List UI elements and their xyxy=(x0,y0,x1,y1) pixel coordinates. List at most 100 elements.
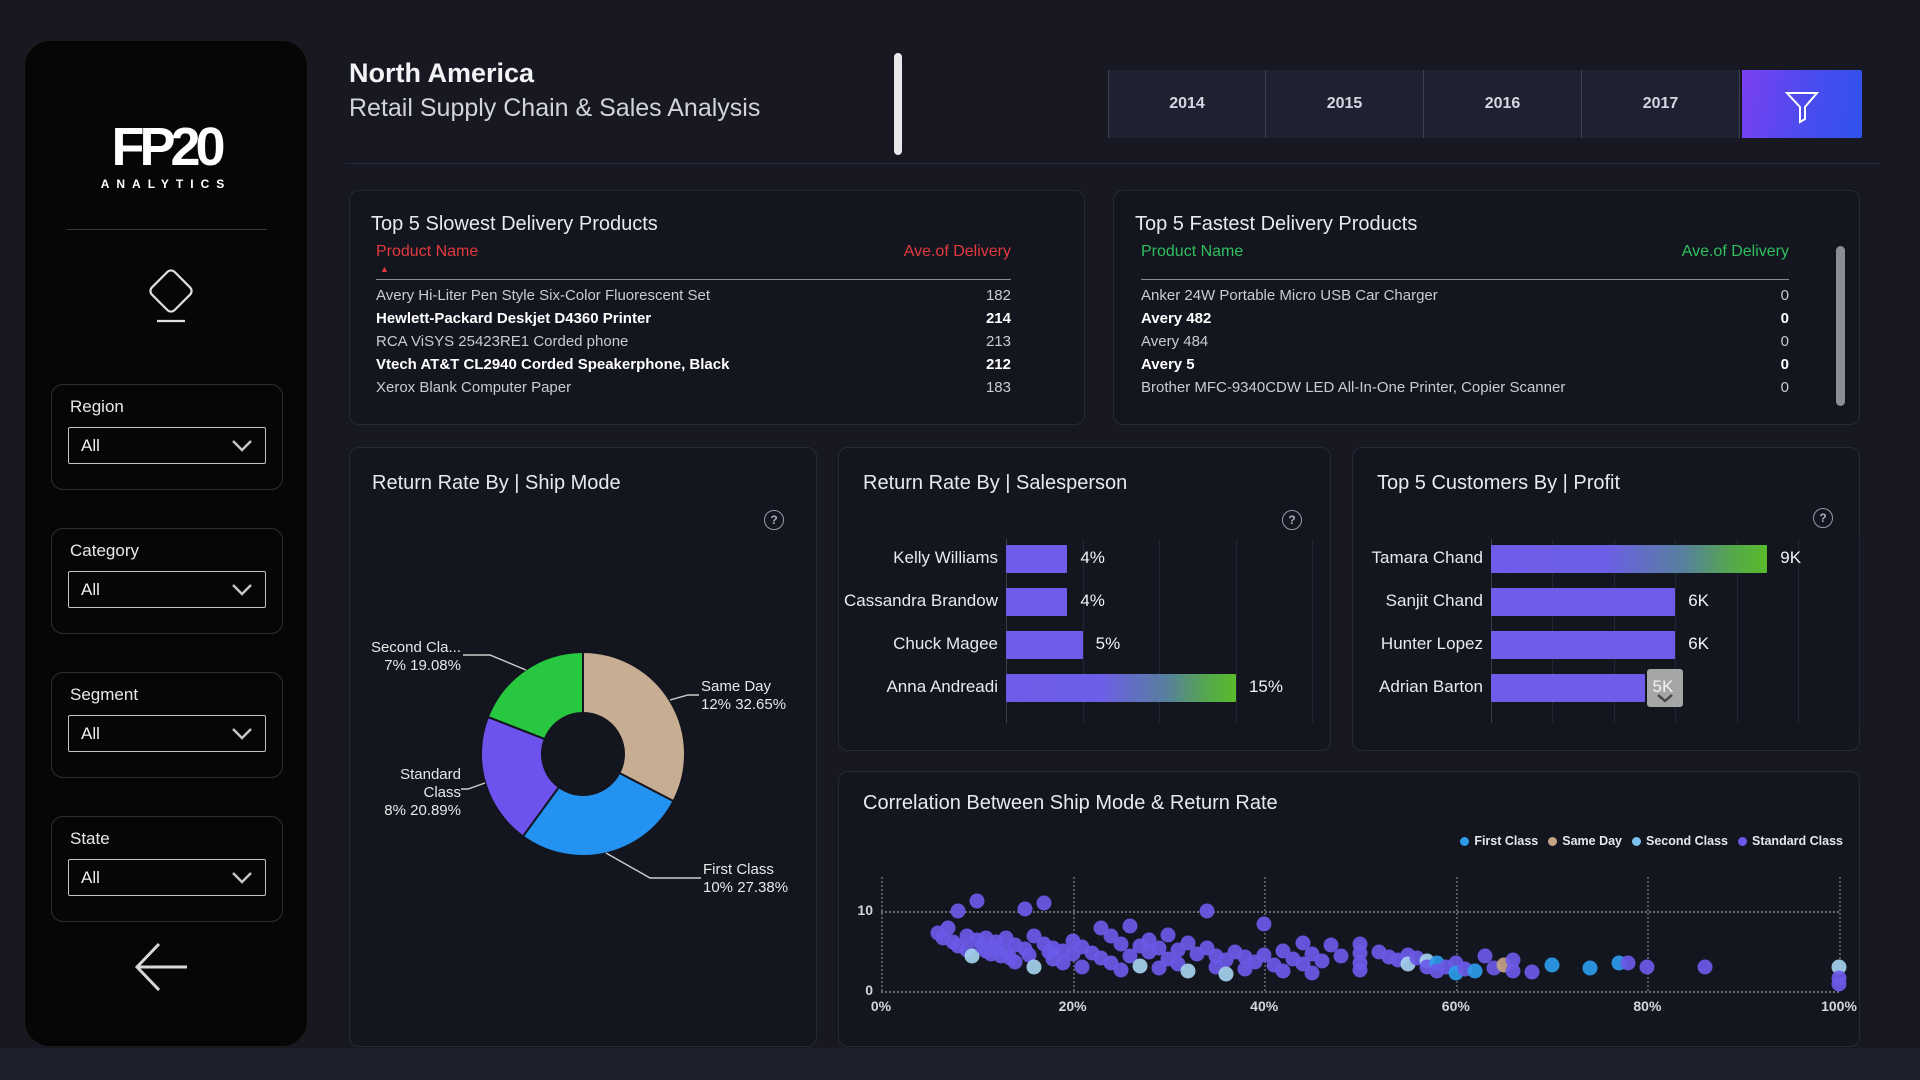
scatter-point xyxy=(1151,960,1167,976)
scatter-point xyxy=(1074,959,1090,975)
bar-adrian-barton[interactable] xyxy=(1491,674,1645,702)
legend-item-sameday[interactable]: Same Day xyxy=(1548,834,1622,848)
bar-tamara-chand[interactable] xyxy=(1491,545,1768,573)
bar-cassandra-brandow[interactable] xyxy=(1006,588,1068,616)
help-icon[interactable]: ? xyxy=(1813,508,1833,528)
slicer-value: All xyxy=(81,435,100,455)
product-name-cell: Hewlett-Packard Deskjet D4360 Printer xyxy=(376,310,652,327)
help-icon[interactable]: ? xyxy=(1282,510,1302,530)
year-button-2014[interactable]: 2014 xyxy=(1108,70,1266,138)
bar-anna-andreadi[interactable] xyxy=(1006,674,1236,702)
slicer-dropdown-segment[interactable]: All xyxy=(68,715,266,752)
header-divider xyxy=(345,163,1880,164)
scatter-point xyxy=(1295,935,1311,951)
delivery-value-cell: 182 xyxy=(985,287,1011,304)
scatter-point xyxy=(1256,916,1272,932)
slice-percents: 10% 27.38% xyxy=(703,879,789,896)
bar-hunter-lopez[interactable] xyxy=(1491,631,1676,659)
scatter-point xyxy=(1275,963,1291,979)
scatter-point xyxy=(1639,959,1655,975)
bar-chuck-magee[interactable] xyxy=(1006,631,1083,659)
donut-slice-2[interactable] xyxy=(480,715,561,838)
scatter-point xyxy=(1122,918,1138,934)
gridline xyxy=(1235,539,1237,723)
back-button[interactable] xyxy=(125,936,197,998)
slicer-dropdown-category[interactable]: All xyxy=(68,571,266,608)
slicer-label: Region xyxy=(70,397,124,416)
table-row: Avery 5 0 xyxy=(1141,356,1789,373)
table-header-separator xyxy=(1141,279,1789,280)
product-name-cell: Brother MFC-9340CDW LED All-In-One Print… xyxy=(1141,379,1566,396)
legend-label: Standard Class xyxy=(1751,834,1843,848)
bar-value-label: 9K xyxy=(1780,548,1802,567)
scatter-point xyxy=(1132,958,1148,974)
legend-dot xyxy=(1737,836,1747,846)
slowest-card-title: Top 5 Slowest Delivery Products xyxy=(371,213,658,235)
column-header-value[interactable]: Ave.of Delivery xyxy=(1681,243,1789,260)
slice-name: Standard Class xyxy=(400,766,461,801)
scatter-point xyxy=(1697,959,1713,975)
bar-sanjit-chand[interactable] xyxy=(1491,588,1676,616)
column-header-product[interactable]: Product Name xyxy=(1141,243,1244,260)
year-button-2016[interactable]: 2016 xyxy=(1424,70,1582,138)
slicer-state: State All xyxy=(51,816,283,922)
donut-chart xyxy=(461,650,701,879)
header-accent-bar xyxy=(894,53,902,155)
x-gridline xyxy=(1839,877,1841,991)
bar-category-label: Cassandra Brandow xyxy=(843,591,998,610)
customers-card-title: Top 5 Customers By | Profit xyxy=(1377,472,1621,494)
legend-item-first[interactable]: First Class xyxy=(1460,834,1538,848)
slice-name: Second Cla... xyxy=(370,639,461,656)
donut-slice-1[interactable] xyxy=(521,771,675,857)
table-header-separator xyxy=(376,279,1011,280)
sidebar-divider xyxy=(67,229,267,230)
bar-value-label: 15% xyxy=(1248,677,1283,696)
year-button-2015[interactable]: 2015 xyxy=(1266,70,1424,138)
legend-dot xyxy=(1632,836,1641,846)
legend-item-standard[interactable]: Standard Class xyxy=(1737,834,1843,848)
scatter-point xyxy=(940,920,956,936)
sort-ascending-icon: ▲ xyxy=(380,264,389,274)
scatter-point xyxy=(969,893,985,909)
legend-label: First Class xyxy=(1474,834,1539,848)
x-gridline xyxy=(1264,877,1267,991)
clear-filters-button[interactable] xyxy=(133,263,203,333)
slicer-value: All xyxy=(81,723,100,743)
delivery-value-cell: 0 xyxy=(1780,379,1789,396)
gridline xyxy=(1859,539,1861,723)
scroll-indicator[interactable] xyxy=(1646,669,1683,707)
product-name-cell: Vtech AT&T CL2940 Corded Speakerphone, B… xyxy=(376,356,730,373)
scatter-point xyxy=(1831,976,1847,992)
slicer-dropdown-region[interactable]: All xyxy=(68,427,266,464)
column-header-product[interactable]: Product Name xyxy=(376,243,479,260)
help-icon[interactable]: ? xyxy=(764,510,784,530)
legend-item-second[interactable]: Second Class xyxy=(1632,834,1728,848)
filter-button[interactable] xyxy=(1740,70,1862,138)
slice-name: Same Day xyxy=(701,678,772,695)
delivery-value-cell: 183 xyxy=(985,379,1011,396)
chevron-down-icon xyxy=(1656,694,1673,703)
label-leader-line xyxy=(669,694,699,701)
bar-kelly-williams[interactable] xyxy=(1006,545,1068,573)
legend-dot xyxy=(1460,836,1470,846)
table-row: Xerox Blank Computer Paper 183 xyxy=(376,379,1011,396)
label-leader-line xyxy=(461,782,486,790)
x-axis-tick: 40% xyxy=(1250,998,1279,1014)
delivery-value-cell: 212 xyxy=(985,356,1011,373)
column-header-value[interactable]: Ave.of Delivery xyxy=(903,243,1011,260)
label-leader-line xyxy=(463,654,527,671)
year-button-2017[interactable]: 2017 xyxy=(1582,70,1740,138)
slicer-dropdown-state[interactable]: All xyxy=(68,859,266,896)
scatter-point xyxy=(1505,963,1521,979)
slicer-category: Category All xyxy=(51,528,283,634)
product-name-cell: Avery 482 xyxy=(1141,310,1212,327)
scatter-point xyxy=(1113,936,1128,952)
donut-slice-0[interactable] xyxy=(582,650,686,803)
donut-slice-3[interactable] xyxy=(486,650,584,741)
y-gridline xyxy=(881,990,1839,993)
scatter-point xyxy=(1021,947,1037,963)
product-name-cell: Avery Hi-Liter Pen Style Six-Color Fluor… xyxy=(376,287,711,304)
gridline xyxy=(1736,539,1738,723)
bar-category-label: Hunter Lopez xyxy=(1380,634,1483,653)
table-scrollbar[interactable] xyxy=(1836,246,1845,406)
